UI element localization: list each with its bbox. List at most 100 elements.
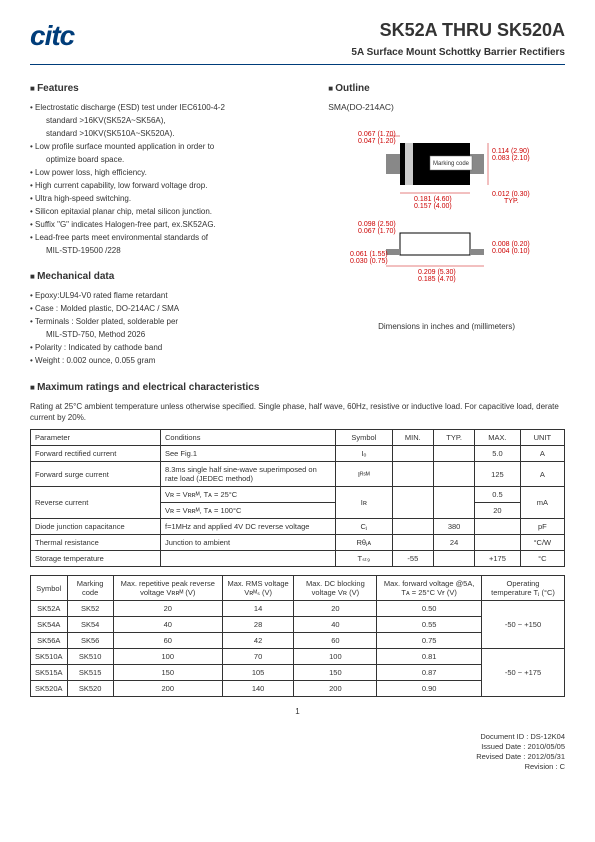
dim-k: 0.030 (0.75): [350, 258, 388, 265]
cell: 0.50: [377, 601, 482, 617]
cell: 60: [294, 633, 377, 649]
table-row: SK510ASK510100701000.81-50 ~ +175: [31, 649, 565, 665]
cell: Thermal resistance: [31, 535, 161, 551]
cathode-band: [405, 143, 413, 185]
dim-c: 0.114 (2.90): [492, 148, 529, 155]
cell: See Fig.1: [161, 446, 336, 462]
parts-header: Max. forward voltage @5A, Tᴀ = 25°C Vғ (…: [377, 576, 482, 601]
issued-date: Issued Date : 2010/05/05: [30, 742, 565, 752]
ratings-header: Parameter: [31, 430, 161, 446]
revision: Revision : C: [30, 762, 565, 772]
feature-item: Lead-free parts meet environmental stand…: [30, 232, 308, 244]
cell: +175: [475, 551, 521, 567]
cell: Reverse current: [31, 487, 161, 519]
cell: °C: [520, 551, 564, 567]
cell: 20: [294, 601, 377, 617]
cell: SK54: [67, 617, 113, 633]
cell: SK510: [67, 649, 113, 665]
footer-block: Document ID : DS-12K04 Issued Date : 201…: [30, 732, 565, 771]
table-row: Diode junction capacitancef=1MHz and app…: [31, 519, 565, 535]
ratings-header: Symbol: [336, 430, 393, 446]
ratings-heading: Maximum ratings and electrical character…: [30, 382, 565, 393]
cell: 40: [294, 617, 377, 633]
cell: SK515A: [31, 665, 68, 681]
package-body-side: [400, 233, 470, 255]
mechdata-item: Terminals : Solder plated, solderable pe…: [30, 316, 308, 328]
cell: [475, 519, 521, 535]
package-label: SMA(DO-214AC): [328, 102, 565, 112]
cell: 0.5: [475, 487, 521, 503]
ratings-header: MIN.: [392, 430, 433, 446]
cell: pF: [520, 519, 564, 535]
parts-table: SymbolMarking codeMax. repetitive peak r…: [30, 575, 565, 697]
cell: Forward surge current: [31, 462, 161, 487]
cell: SK515: [67, 665, 113, 681]
cell: 20: [113, 601, 222, 617]
cell: Forward rectified current: [31, 446, 161, 462]
cell: 150: [113, 665, 222, 681]
cell: 140: [222, 681, 294, 697]
features-list: Electrostatic discharge (ESD) test under…: [30, 102, 308, 257]
cell: 14: [222, 601, 294, 617]
revised-date: Revised Date : 2012/05/31: [30, 752, 565, 762]
cell: [434, 462, 475, 487]
cell: 0.87: [377, 665, 482, 681]
cell: [161, 551, 336, 567]
cell: -50 ~ +175: [482, 649, 565, 697]
feature-item: standard >10KV(SK510A~SK520A).: [30, 128, 308, 140]
page-subtitle: 5A Surface Mount Schottky Barrier Rectif…: [351, 47, 565, 58]
cell: 125: [475, 462, 521, 487]
cell: 20: [475, 503, 521, 519]
dim-b: 0.047 (1.20): [358, 138, 396, 145]
cell: [434, 446, 475, 462]
cell: 5.0: [475, 446, 521, 462]
dim-l: 0.008 (0.20): [492, 241, 530, 248]
parts-header: Max. repetitive peak reverse voltage Vʀʀ…: [113, 576, 222, 601]
feature-item: Electrostatic discharge (ESD) test under…: [30, 102, 308, 114]
table-row: Reverse currentVʀ = Vʀʀᴹ, Tᴀ = 25°CIʀ0.5…: [31, 487, 565, 503]
parts-header: Max. RMS voltage Vʀᴹₛ (V): [222, 576, 294, 601]
cell: 40: [113, 617, 222, 633]
cell: 0.75: [377, 633, 482, 649]
cell: 380: [434, 519, 475, 535]
cell: Vʀ = Vʀʀᴹ, Tᴀ = 100°C: [161, 503, 336, 519]
cell: 70: [222, 649, 294, 665]
cell: Iₒ: [336, 446, 393, 462]
cell: 200: [113, 681, 222, 697]
lead-right-side: [470, 249, 484, 255]
feature-item: Low profile surface mounted application …: [30, 141, 308, 153]
ratings-header: UNIT: [520, 430, 564, 446]
cell: A: [520, 446, 564, 462]
dim-j: 0.061 (1.55): [350, 251, 388, 258]
cell: 100: [294, 649, 377, 665]
cell: mA: [520, 487, 564, 519]
header-rule: [30, 64, 565, 65]
cell: [434, 551, 475, 567]
parts-header: Symbol: [31, 576, 68, 601]
table-row: Thermal resistanceJunction to ambientRθⱼ…: [31, 535, 565, 551]
marking-label: Marking code: [433, 161, 470, 167]
mechdata-item: Weight : 0.002 ounce, 0.055 gram: [30, 355, 308, 367]
doc-id: Document ID : DS-12K04: [30, 732, 565, 742]
mechdata-item: Case : Molded plastic, DO-214AC / SMA: [30, 303, 308, 315]
cell: Cⱼ: [336, 519, 393, 535]
cell: 8.3ms single half sine-wave superimposed…: [161, 462, 336, 487]
cell: SK52A: [31, 601, 68, 617]
cell: Storage temperature: [31, 551, 161, 567]
cell: °C/W: [520, 535, 564, 551]
cell: 0.81: [377, 649, 482, 665]
cell: Vʀ = Vʀʀᴹ, Tᴀ = 25°C: [161, 487, 336, 503]
cell: -50 ~ +150: [482, 601, 565, 649]
dim-m: 0.004 (0.10): [492, 248, 530, 255]
ratings-header: TYP.: [434, 430, 475, 446]
ratings-header: MAX.: [475, 430, 521, 446]
cell: 42: [222, 633, 294, 649]
feature-item: High current capability, low forward vol…: [30, 180, 308, 192]
feature-item: MIL-STD-19500 /228: [30, 245, 308, 257]
lead-left-side: [386, 249, 400, 255]
lead-left-top: [386, 154, 400, 174]
dim-e: 0.181 (4.60): [414, 196, 452, 203]
cell: [392, 462, 433, 487]
cell: Iʀ: [336, 487, 393, 519]
feature-item: Low power loss, high efficiency.: [30, 167, 308, 179]
